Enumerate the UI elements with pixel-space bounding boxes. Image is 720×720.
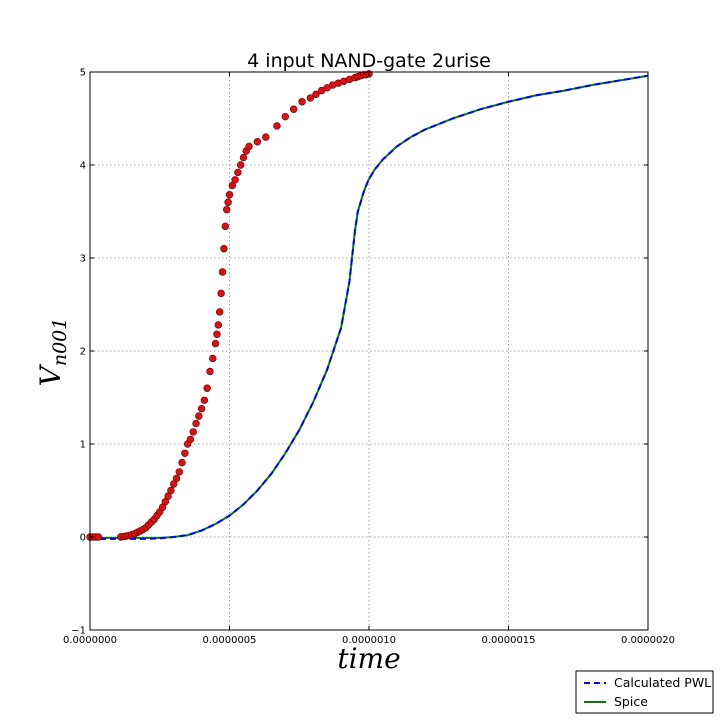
y-tick-label: 4 <box>80 161 86 172</box>
data-point <box>289 105 298 113</box>
x-axis-label: time <box>337 642 400 675</box>
ticks: 0.0000000 0.0000005 0.0000010 0.0000015 0.00… <box>63 68 675 647</box>
series-markers <box>86 70 373 541</box>
data-point <box>178 458 186 467</box>
data-point <box>225 191 234 199</box>
data-point <box>167 486 175 495</box>
y-axis-label-sub: n001 <box>49 318 71 367</box>
y-tick-label: 3 <box>80 254 86 265</box>
data-point <box>231 176 239 184</box>
legend-label-calculated-pwl: Calculated PWL <box>614 675 711 690</box>
chart-title: 4 input NAND-gate 2urise <box>247 50 491 72</box>
data-point <box>172 474 181 483</box>
x-tick-label: 0.0000015 <box>481 635 535 646</box>
data-point <box>209 354 217 363</box>
data-point <box>224 198 232 206</box>
legend: Calculated PWL Spice <box>575 670 714 714</box>
data-point <box>273 122 281 130</box>
y-tick-label: −1 <box>71 626 86 637</box>
data-point <box>186 435 195 444</box>
y-tick-label: 1 <box>80 440 86 451</box>
plot-area <box>90 72 648 630</box>
data-point <box>206 367 214 376</box>
data-point <box>298 98 306 106</box>
data-point <box>262 133 270 141</box>
data-point <box>200 396 209 404</box>
data-point <box>220 245 228 253</box>
x-tick-label: 0.0000005 <box>202 635 256 646</box>
data-point <box>195 412 203 420</box>
data-point <box>234 168 242 177</box>
data-point <box>94 533 103 541</box>
series-layer <box>86 70 649 541</box>
data-point <box>281 112 289 121</box>
y-axis-label-main: V <box>34 363 67 386</box>
data-point <box>239 153 248 162</box>
x-tick-label: 0.0000000 <box>63 635 117 646</box>
x-tick-label: 0.0000010 <box>342 635 396 646</box>
data-point <box>306 94 315 102</box>
data-point <box>203 384 211 392</box>
legend-label-spice: Spice <box>614 694 648 709</box>
data-point <box>253 138 262 146</box>
data-point <box>236 161 245 169</box>
data-point <box>245 142 253 151</box>
y-tick-label: 5 <box>80 68 86 79</box>
x-tick-label: 0.0000020 <box>621 635 675 646</box>
data-point <box>175 468 183 476</box>
data-point <box>181 449 189 457</box>
y-axis-label: Vn001 <box>34 318 71 387</box>
data-point <box>312 90 320 99</box>
data-point <box>223 205 231 214</box>
data-point <box>218 268 227 276</box>
y-tick-label: 0 <box>80 533 86 544</box>
data-point <box>211 339 220 348</box>
data-point <box>189 428 197 436</box>
data-point <box>221 222 230 231</box>
data-point <box>216 308 224 316</box>
legend-box <box>575 670 714 714</box>
data-point <box>192 419 200 428</box>
data-point <box>217 289 225 298</box>
y-tick-label: 2 <box>80 347 86 358</box>
data-point <box>214 321 223 329</box>
data-point <box>197 404 206 413</box>
series-line-calculated-pwl <box>90 74 649 540</box>
data-point <box>213 330 221 338</box>
